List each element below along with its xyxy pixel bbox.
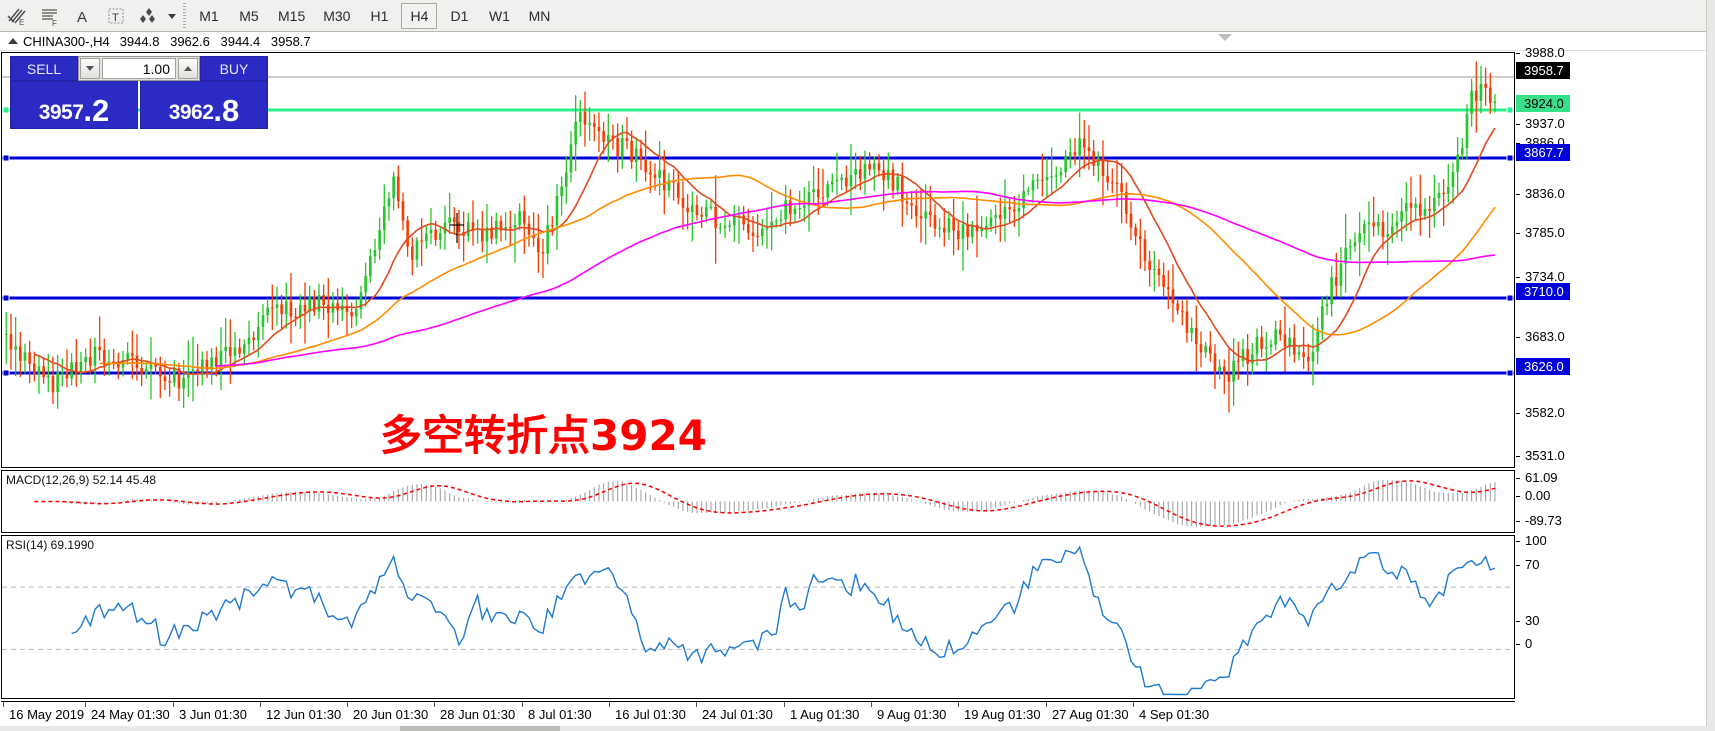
volume-increase-icon[interactable] [178, 58, 198, 79]
sell-price-integer: 3957 [38, 101, 84, 124]
timeframe-m15[interactable]: M15 [278, 7, 306, 24]
rsi-tick: 100 [1516, 533, 1547, 548]
svg-text:E: E [19, 18, 24, 27]
price-tick: 3683.0 [1516, 329, 1565, 344]
shapes-tool-icon[interactable] [132, 1, 165, 31]
price-tick: 3988.0 [1516, 45, 1565, 60]
macd-label: MACD(12,26,9) 52.14 45.48 [6, 473, 157, 487]
level-badge-3867: 3867.7 [1516, 144, 1570, 161]
rsi-tick: 70 [1516, 557, 1539, 572]
time-tick-label: 1 Aug 01:30 [783, 702, 860, 722]
level-badge-3626: 3626.0 [1516, 358, 1570, 375]
price-tick: 3582.0 [1516, 405, 1565, 420]
rsi-label: RSI(14) 69.1990 [6, 538, 95, 552]
main-toolbar: E F A T [0, 0, 1715, 32]
ohlc-close: 3958.7 [270, 33, 311, 49]
buy-button[interactable]: BUY [200, 56, 268, 81]
label-tool-icon[interactable]: T [99, 1, 132, 31]
time-tick-label: 19 Aug 01:30 [958, 702, 1041, 722]
price-tick: 3836.0 [1516, 186, 1565, 201]
volume-stepper[interactable]: 1.00 [78, 56, 200, 81]
trade-panel-prices: 3957 .2 3962 .8 [10, 81, 268, 129]
timeframe-h1[interactable]: H1 [370, 7, 389, 24]
ohlc-low: 3944.4 [220, 33, 261, 49]
svg-text:T: T [112, 12, 119, 24]
time-tick-label: 3 Jun 01:30 [173, 702, 247, 722]
time-tick-label: 20 Jun 01:30 [346, 702, 429, 722]
time-tick-label: 12 Jun 01:30 [259, 702, 342, 722]
sell-button[interactable]: SELL [10, 56, 78, 81]
level-badge-3924: 3924.0 [1516, 95, 1570, 112]
chart-header: CHINA300-,H4 3944.8 3962.6 3944.4 3958.7 [0, 32, 1715, 51]
shapes-dropdown-caret-icon[interactable] [165, 1, 179, 31]
timeframe-m5[interactable]: M5 [239, 7, 259, 24]
scrollbar-thumb[interactable] [400, 726, 560, 731]
macd-tick: -89.73 [1516, 513, 1562, 528]
rsi-tick: 0 [1516, 636, 1532, 651]
volume-input[interactable]: 1.00 [102, 58, 176, 79]
time-tick-label: 4 Sep 01:30 [1132, 702, 1210, 722]
rsi-tick: 30 [1516, 613, 1539, 628]
timeframe-h4[interactable]: H4 [401, 2, 438, 29]
time-tick-label: 24 Jul 01:30 [696, 702, 773, 722]
svg-text:F: F [52, 19, 57, 27]
macd-indicator-pane[interactable]: MACD(12,26,9) 52.14 45.48 [1, 470, 1515, 533]
collapse-triangle-icon[interactable] [6, 35, 19, 48]
time-tick-label: 16 Jul 01:30 [609, 702, 686, 722]
bar-chart-f-icon[interactable]: F [33, 1, 66, 31]
toolbar-separator [179, 1, 189, 31]
macd-tick: 0.00 [1516, 488, 1550, 503]
level-badge-3710: 3710.0 [1516, 283, 1570, 300]
svg-text:A: A [77, 9, 87, 26]
macd-tick: 61.09 [1516, 470, 1558, 485]
timeframe-w1[interactable]: W1 [488, 7, 510, 24]
buy-price-display[interactable]: 3962 .8 [140, 81, 268, 129]
ohlc-high: 3962.6 [170, 33, 210, 49]
price-scale-axis[interactable]: 3988.0 3937.0 3886.0 3836.0 3785.0 3734.0 3683… [1516, 45, 1715, 699]
timeframe-mn[interactable]: MN [528, 7, 551, 24]
chart-symbol-label: CHINA300-,H4 [23, 33, 110, 49]
chart-ohlc-values: 3944.8 3962.6 3944.4 3958.7 [120, 34, 318, 49]
last-price-badge: 3958.7 [1516, 62, 1570, 79]
time-tick-label: 9 Aug 01:30 [870, 702, 947, 722]
timeframe-d1[interactable]: D1 [450, 7, 469, 24]
rsi-indicator-pane[interactable]: RSI(14) 69.1990 [1, 535, 1515, 699]
buy-price-integer: 3962 [168, 101, 214, 124]
time-tick-label: 16 May 2019 [2, 702, 85, 722]
time-tick-label: 24 May 01:30 [85, 702, 170, 722]
volume-decrease-icon[interactable] [80, 58, 100, 79]
timeframe-m1[interactable]: M1 [199, 7, 219, 24]
text-tool-icon[interactable]: A [66, 1, 99, 31]
ohlc-open: 3944.8 [119, 33, 160, 49]
horizontal-scrollbar[interactable] [0, 726, 1715, 731]
time-tick-label: 27 Aug 01:30 [1046, 702, 1129, 722]
time-tick-label: 28 Jun 01:30 [433, 702, 516, 722]
price-tick: 3785.0 [1516, 225, 1565, 240]
buy-price-decimal: .8 [213, 92, 240, 128]
trade-panel-controls: SELL 1.00 BUY [10, 56, 268, 81]
vertical-scrollbar[interactable] [1706, 0, 1715, 731]
time-scale-axis[interactable]: 16 May 2019 24 May 01:30 3 Jun 01:30 12 Jun… [1, 701, 1515, 730]
timeframe-m30[interactable]: M30 [323, 7, 351, 24]
chart-annotation-text: 多空转折点3924 [380, 411, 707, 460]
price-tick: 3734.0 [1516, 269, 1565, 284]
one-click-trading-panel[interactable]: SELL 1.00 BUY 3957 .2 3962 .8 [10, 56, 268, 129]
crosshair-e-icon[interactable]: E [0, 1, 33, 31]
price-tick: 3937.0 [1516, 116, 1565, 131]
sell-price-display[interactable]: 3957 .2 [10, 81, 138, 129]
price-tick: 3531.0 [1516, 448, 1565, 463]
sell-price-decimal: .2 [83, 92, 110, 128]
time-tick-label: 8 Jul 01:30 [522, 702, 592, 722]
chart-scroll-caret-icon[interactable] [1218, 34, 1232, 41]
